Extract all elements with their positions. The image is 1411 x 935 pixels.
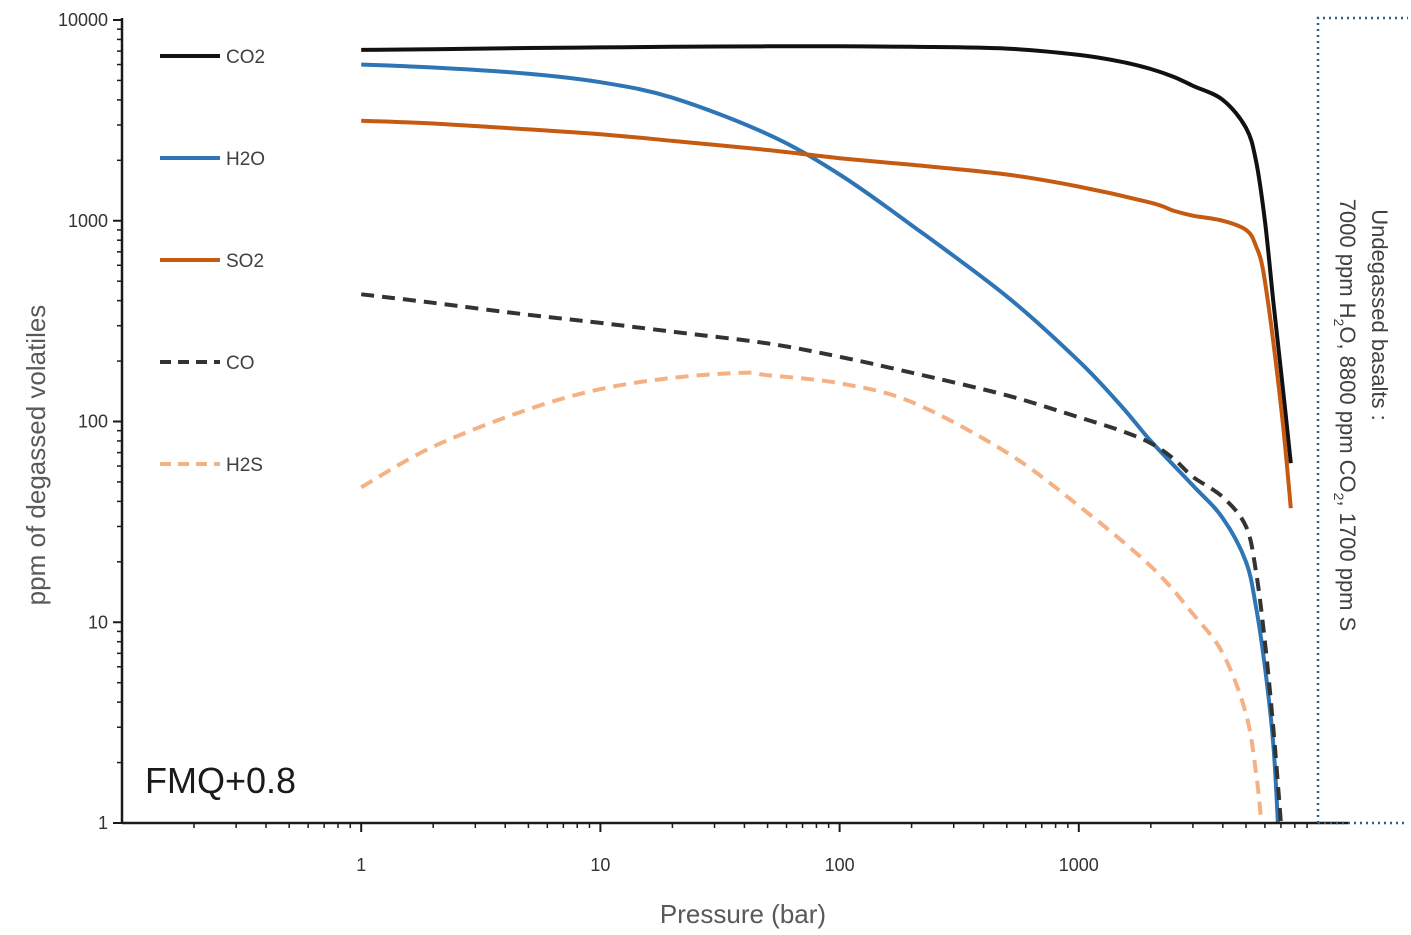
undegassed-bracket	[1316, 16, 1408, 823]
series-line-h2o	[361, 62, 1280, 824]
axis-ticks: 1 10 100 1000 10000 1 10 100 1000	[58, 10, 1308, 875]
y-axis-title: ppm of degassed volatiles	[21, 305, 51, 606]
axes	[120, 16, 1408, 825]
y-tick-label: 10000	[58, 10, 108, 30]
legend-label-h2s: H2S	[226, 455, 263, 476]
y-tick-label: 100	[78, 412, 108, 432]
side-note-line2: 7000 ppm H2O, 8800 ppm CO2, 1700 ppm S	[1331, 199, 1360, 632]
series-lines	[360, 44, 1293, 824]
x-axis-title: Pressure (bar)	[660, 899, 826, 929]
side-note-part: , 1700 ppm S	[1335, 500, 1360, 631]
x-tick-label: 100	[825, 855, 855, 875]
side-note: Undegassed basalts : 7000 ppm H2O, 8800 …	[1331, 199, 1392, 632]
x-tick-label: 1	[356, 855, 366, 875]
x-tick-label: 10	[590, 855, 610, 875]
legend-label-so2: SO2	[226, 251, 264, 272]
side-note-part: O, 8800 ppm CO	[1335, 326, 1360, 492]
panel-label: FMQ+0.8	[145, 760, 296, 801]
legend-label-h2o: H2O	[226, 149, 265, 170]
series-line-co2	[361, 44, 1293, 464]
side-note-subscript: 2	[1331, 493, 1347, 501]
x-tick-label: 1000	[1059, 855, 1099, 875]
side-note-line1: Undegassed basalts :	[1367, 209, 1392, 421]
series-line-h2s	[360, 370, 1264, 824]
side-note-part: 7000 ppm H	[1335, 199, 1360, 319]
y-tick-label: 10	[88, 612, 108, 632]
legend-label-co: CO	[226, 353, 255, 374]
y-tick-label: 1000	[68, 211, 108, 231]
series-line-so2	[361, 118, 1293, 509]
series-line-co	[360, 292, 1283, 824]
side-note-subscript: 2	[1331, 319, 1347, 327]
y-tick-label: 1	[98, 813, 108, 833]
legend: CO2 H2O SO2 CO H2S	[160, 47, 265, 476]
legend-label-co2: CO2	[226, 47, 265, 68]
